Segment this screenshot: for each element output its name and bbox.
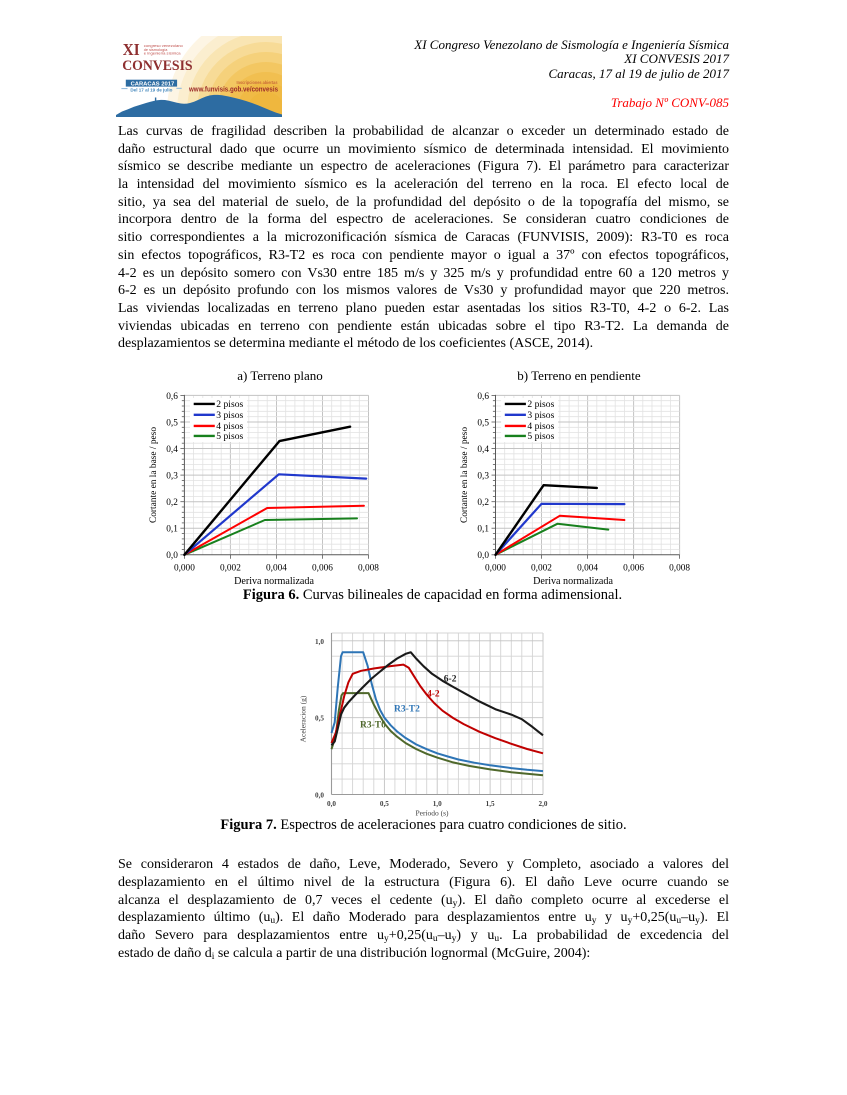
- svg-text:0,4: 0,4: [166, 445, 178, 455]
- svg-text:0,008: 0,008: [669, 564, 690, 574]
- svg-text:2,0: 2,0: [539, 800, 548, 808]
- svg-text:0,6: 0,6: [477, 392, 489, 402]
- svg-text:1,0: 1,0: [315, 638, 324, 646]
- svg-text:2 pisos: 2 pisos: [216, 399, 243, 410]
- svg-text:0,2: 0,2: [477, 498, 489, 508]
- svg-text:0,2: 0,2: [166, 498, 178, 508]
- svg-text:3 pisos: 3 pisos: [527, 410, 554, 421]
- svg-text:0,0: 0,0: [477, 551, 489, 561]
- svg-text:Período (s): Período (s): [415, 809, 449, 818]
- svg-text:0,3: 0,3: [166, 472, 178, 482]
- svg-text:Deriva normalizada: Deriva normalizada: [234, 576, 314, 587]
- svg-text:0,5: 0,5: [315, 715, 324, 723]
- svg-text:0,0: 0,0: [327, 800, 336, 808]
- svg-text:b) Terreno en pendiente: b) Terreno en pendiente: [517, 368, 641, 383]
- svg-text:4 pisos: 4 pisos: [216, 421, 243, 432]
- svg-text:0,002: 0,002: [531, 564, 552, 574]
- svg-text:congreso venezolano: congreso venezolano: [144, 44, 183, 48]
- svg-text:0,004: 0,004: [577, 564, 598, 574]
- svg-text:0,004: 0,004: [266, 564, 287, 574]
- svg-text:R3-T2: R3-T2: [394, 705, 420, 715]
- svg-text:Aceleracion (g): Aceleracion (g): [299, 695, 308, 742]
- svg-text:4-2: 4-2: [427, 690, 440, 700]
- svg-text:4 pisos: 4 pisos: [527, 421, 554, 432]
- svg-text:1,5: 1,5: [486, 800, 495, 808]
- svg-text:2 pisos: 2 pisos: [527, 399, 554, 410]
- svg-text:Deriva normalizada: Deriva normalizada: [533, 576, 613, 587]
- svg-text:0,6: 0,6: [166, 392, 178, 402]
- svg-text:Cortante en la base / peso: Cortante en la base / peso: [149, 427, 159, 523]
- svg-text:a) Terreno plano: a) Terreno plano: [237, 368, 322, 383]
- svg-text:e ingeniería sísmica: e ingeniería sísmica: [144, 52, 181, 56]
- svg-text:5 pisos: 5 pisos: [527, 431, 554, 442]
- svg-text:0,0: 0,0: [315, 792, 324, 800]
- svg-text:0,5: 0,5: [166, 418, 178, 428]
- svg-text:0,5: 0,5: [380, 800, 389, 808]
- svg-text:0,3: 0,3: [477, 472, 489, 482]
- svg-text:CONVESIS: CONVESIS: [122, 58, 192, 74]
- svg-text:0,002: 0,002: [220, 564, 241, 574]
- svg-text:0,000: 0,000: [485, 564, 506, 574]
- svg-text:3 pisos: 3 pisos: [216, 410, 243, 421]
- svg-text:Inscripciones abiertas: Inscripciones abiertas: [237, 80, 279, 85]
- svg-text:0,008: 0,008: [358, 564, 379, 574]
- svg-text:Del 17 al 19 de julio: Del 17 al 19 de julio: [130, 88, 172, 94]
- svg-text:CARACAS 2017: CARACAS 2017: [131, 82, 175, 88]
- svg-text:0,0: 0,0: [166, 551, 178, 561]
- svg-text:XI: XI: [123, 40, 140, 59]
- svg-text:Cortante en la base / peso: Cortante en la base / peso: [460, 427, 470, 523]
- svg-text:de sismología: de sismología: [144, 48, 168, 52]
- svg-text:0,000: 0,000: [174, 564, 195, 574]
- svg-text:www.funvisis.gob.ve/convesis: www.funvisis.gob.ve/convesis: [188, 85, 278, 93]
- svg-text:0,006: 0,006: [312, 564, 333, 574]
- svg-text:0,4: 0,4: [477, 445, 489, 455]
- svg-text:0,5: 0,5: [477, 418, 489, 428]
- svg-text:0,006: 0,006: [623, 564, 644, 574]
- svg-text:1,0: 1,0: [433, 800, 442, 808]
- svg-text:0,1: 0,1: [477, 525, 489, 535]
- svg-text:R3-T0: R3-T0: [360, 721, 386, 731]
- svg-text:0,1: 0,1: [166, 525, 178, 535]
- svg-text:5 pisos: 5 pisos: [216, 431, 243, 442]
- svg-text:6-2: 6-2: [444, 675, 457, 685]
